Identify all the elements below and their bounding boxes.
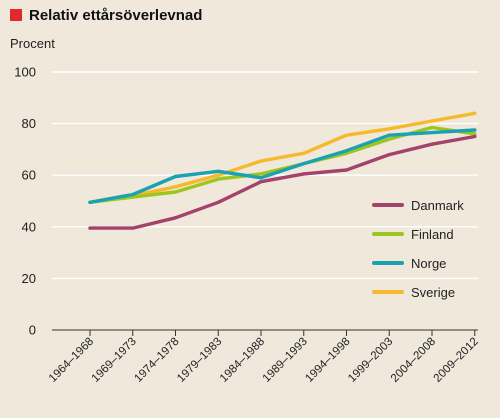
data-point-finland [473,132,477,136]
data-point-sverige [473,111,477,115]
data-point-norge [387,133,391,137]
data-point-sverige [430,119,434,123]
y-tick-labels: 0 20 40 60 80 100 [14,65,36,338]
data-point-danmark [344,168,349,172]
data-point-danmark [387,152,391,157]
data-point-norge [430,131,434,135]
x-tick-label: 2009–2012 [432,336,481,385]
data-point-danmark [88,226,92,230]
data-point-sverige [387,127,391,131]
legend-label: Norge [411,256,446,271]
series-lines [88,111,477,230]
data-point-norge [216,169,220,173]
data-point-danmark [302,172,306,176]
y-tick-label: 80 [22,116,36,131]
title-marker [10,9,22,21]
data-point-sverige [344,133,349,137]
data-point-sverige [173,185,178,189]
data-point-danmark [216,200,220,204]
y-axis-label: Procent [10,36,55,51]
data-point-finland [259,172,263,176]
data-point-norge [473,128,477,132]
legend-label: Sverige [411,285,455,300]
data-point-norge [259,176,263,180]
y-tick-label: 100 [14,65,36,80]
x-tick-label: 1964–1968 [47,336,96,385]
data-point-danmark [430,142,434,146]
data-point-danmark [131,226,135,230]
x-tick-label: 1969–1973 [90,336,139,385]
x-ticks: 1964–19681969–19731974–19781979–19831984… [47,330,481,385]
x-tick-label: 1984–1988 [218,336,267,385]
data-point-sverige [302,151,306,155]
series-line-sverige [88,111,477,205]
y-tick-label: 20 [22,271,36,286]
data-point-sverige [259,159,263,163]
y-tick-label: 0 [29,323,36,338]
data-point-norge [88,200,92,204]
y-tick-label: 60 [22,168,36,183]
legend: Danmark Finland Norge Sverige [372,198,464,300]
data-point-sverige [216,173,220,177]
data-point-norge [173,174,178,179]
data-point-finland [430,125,434,130]
legend-label: Danmark [411,198,464,213]
data-point-finland [387,137,391,141]
data-point-norge [302,161,306,166]
y-tick-label: 40 [22,219,36,234]
series-line-danmark [88,134,477,230]
x-tick-label: 1999–2003 [346,336,395,385]
data-point-danmark [173,216,178,220]
x-tick-label: 1979–1983 [175,336,224,385]
series-line-norge [88,128,477,205]
legend-label: Finland [411,227,454,242]
data-point-finland [216,177,220,181]
data-point-norge [344,149,349,153]
data-point-danmark [473,134,477,139]
x-tick-label: 2004–2008 [389,336,438,385]
x-tick-label: 1994–1998 [303,336,352,385]
chart-title: Relativ ettårsöverlevnad [29,7,202,24]
data-point-norge [131,192,135,197]
data-point-danmark [259,180,263,184]
x-tick-label: 1989–1993 [261,336,310,385]
data-point-finland [173,190,178,194]
x-tick-label: 1974–1978 [132,336,181,385]
